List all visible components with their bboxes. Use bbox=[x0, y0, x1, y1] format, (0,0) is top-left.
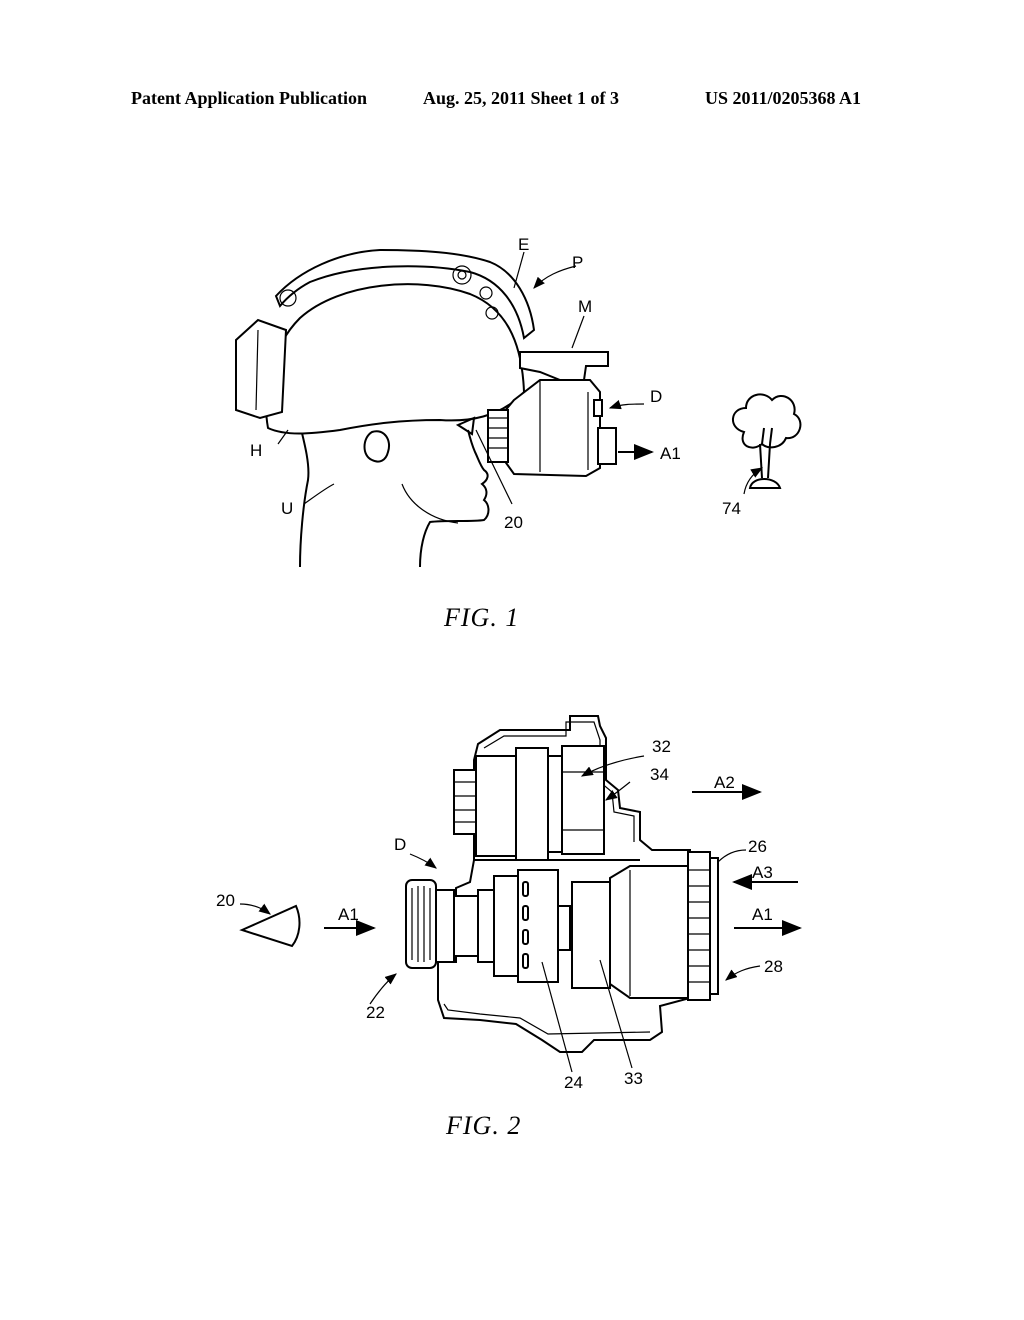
figure-1-caption: FIG. 1 bbox=[443, 603, 519, 632]
label-D-fig2: D bbox=[394, 835, 406, 854]
label-U: U bbox=[281, 499, 293, 518]
label-34: 34 bbox=[650, 765, 669, 784]
eyepiece-22 bbox=[406, 880, 494, 968]
label-24: 24 bbox=[564, 1073, 583, 1092]
label-32: 32 bbox=[652, 737, 671, 756]
label-A3: A3 bbox=[752, 863, 773, 882]
label-74: 74 bbox=[722, 499, 741, 518]
figure-1: E P M D A1 H U 20 74 FIG. 1 bbox=[236, 235, 800, 632]
figure-2-caption: FIG. 2 bbox=[445, 1111, 521, 1140]
label-A1: A1 bbox=[660, 444, 681, 463]
tree-icon bbox=[733, 394, 800, 488]
objective-lens bbox=[610, 852, 718, 1000]
ear bbox=[365, 431, 390, 461]
helmet-battery-pack bbox=[236, 320, 286, 418]
label-22: 22 bbox=[366, 1003, 385, 1022]
label-A1-left: A1 bbox=[338, 905, 359, 924]
label-33: 33 bbox=[624, 1069, 643, 1088]
helmet-shell bbox=[266, 284, 524, 433]
label-26: 26 bbox=[748, 837, 767, 856]
label-H: H bbox=[250, 441, 262, 460]
eye-symbol-fig2 bbox=[242, 906, 299, 946]
label-20: 20 bbox=[504, 513, 523, 532]
label-M: M bbox=[578, 297, 592, 316]
user-head-outline bbox=[300, 425, 489, 567]
label-A2: A2 bbox=[714, 773, 735, 792]
beam-splitter-33 bbox=[572, 882, 610, 988]
label-28: 28 bbox=[764, 957, 783, 976]
label-A1-right: A1 bbox=[752, 905, 773, 924]
label-20-fig2: 20 bbox=[216, 891, 235, 910]
label-P: P bbox=[572, 253, 583, 272]
label-E: E bbox=[518, 235, 529, 254]
label-D: D bbox=[650, 387, 662, 406]
display-module-32 bbox=[562, 746, 604, 854]
figure-2: 32 34 A2 D 26 A3 20 A1 A1 22 28 24 33 FI… bbox=[216, 716, 800, 1140]
mount-bracket bbox=[520, 352, 608, 380]
lens-assembly-24 bbox=[494, 870, 570, 982]
